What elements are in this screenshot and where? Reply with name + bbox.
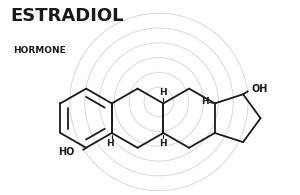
Text: H: H	[201, 98, 208, 106]
Text: ESTRADIOL: ESTRADIOL	[10, 7, 124, 25]
Text: HO: HO	[58, 147, 74, 157]
Text: OH: OH	[251, 84, 268, 94]
Text: H: H	[106, 139, 114, 148]
Text: H: H	[160, 88, 167, 97]
Text: H: H	[160, 139, 167, 148]
Text: HORMONE: HORMONE	[13, 46, 66, 55]
